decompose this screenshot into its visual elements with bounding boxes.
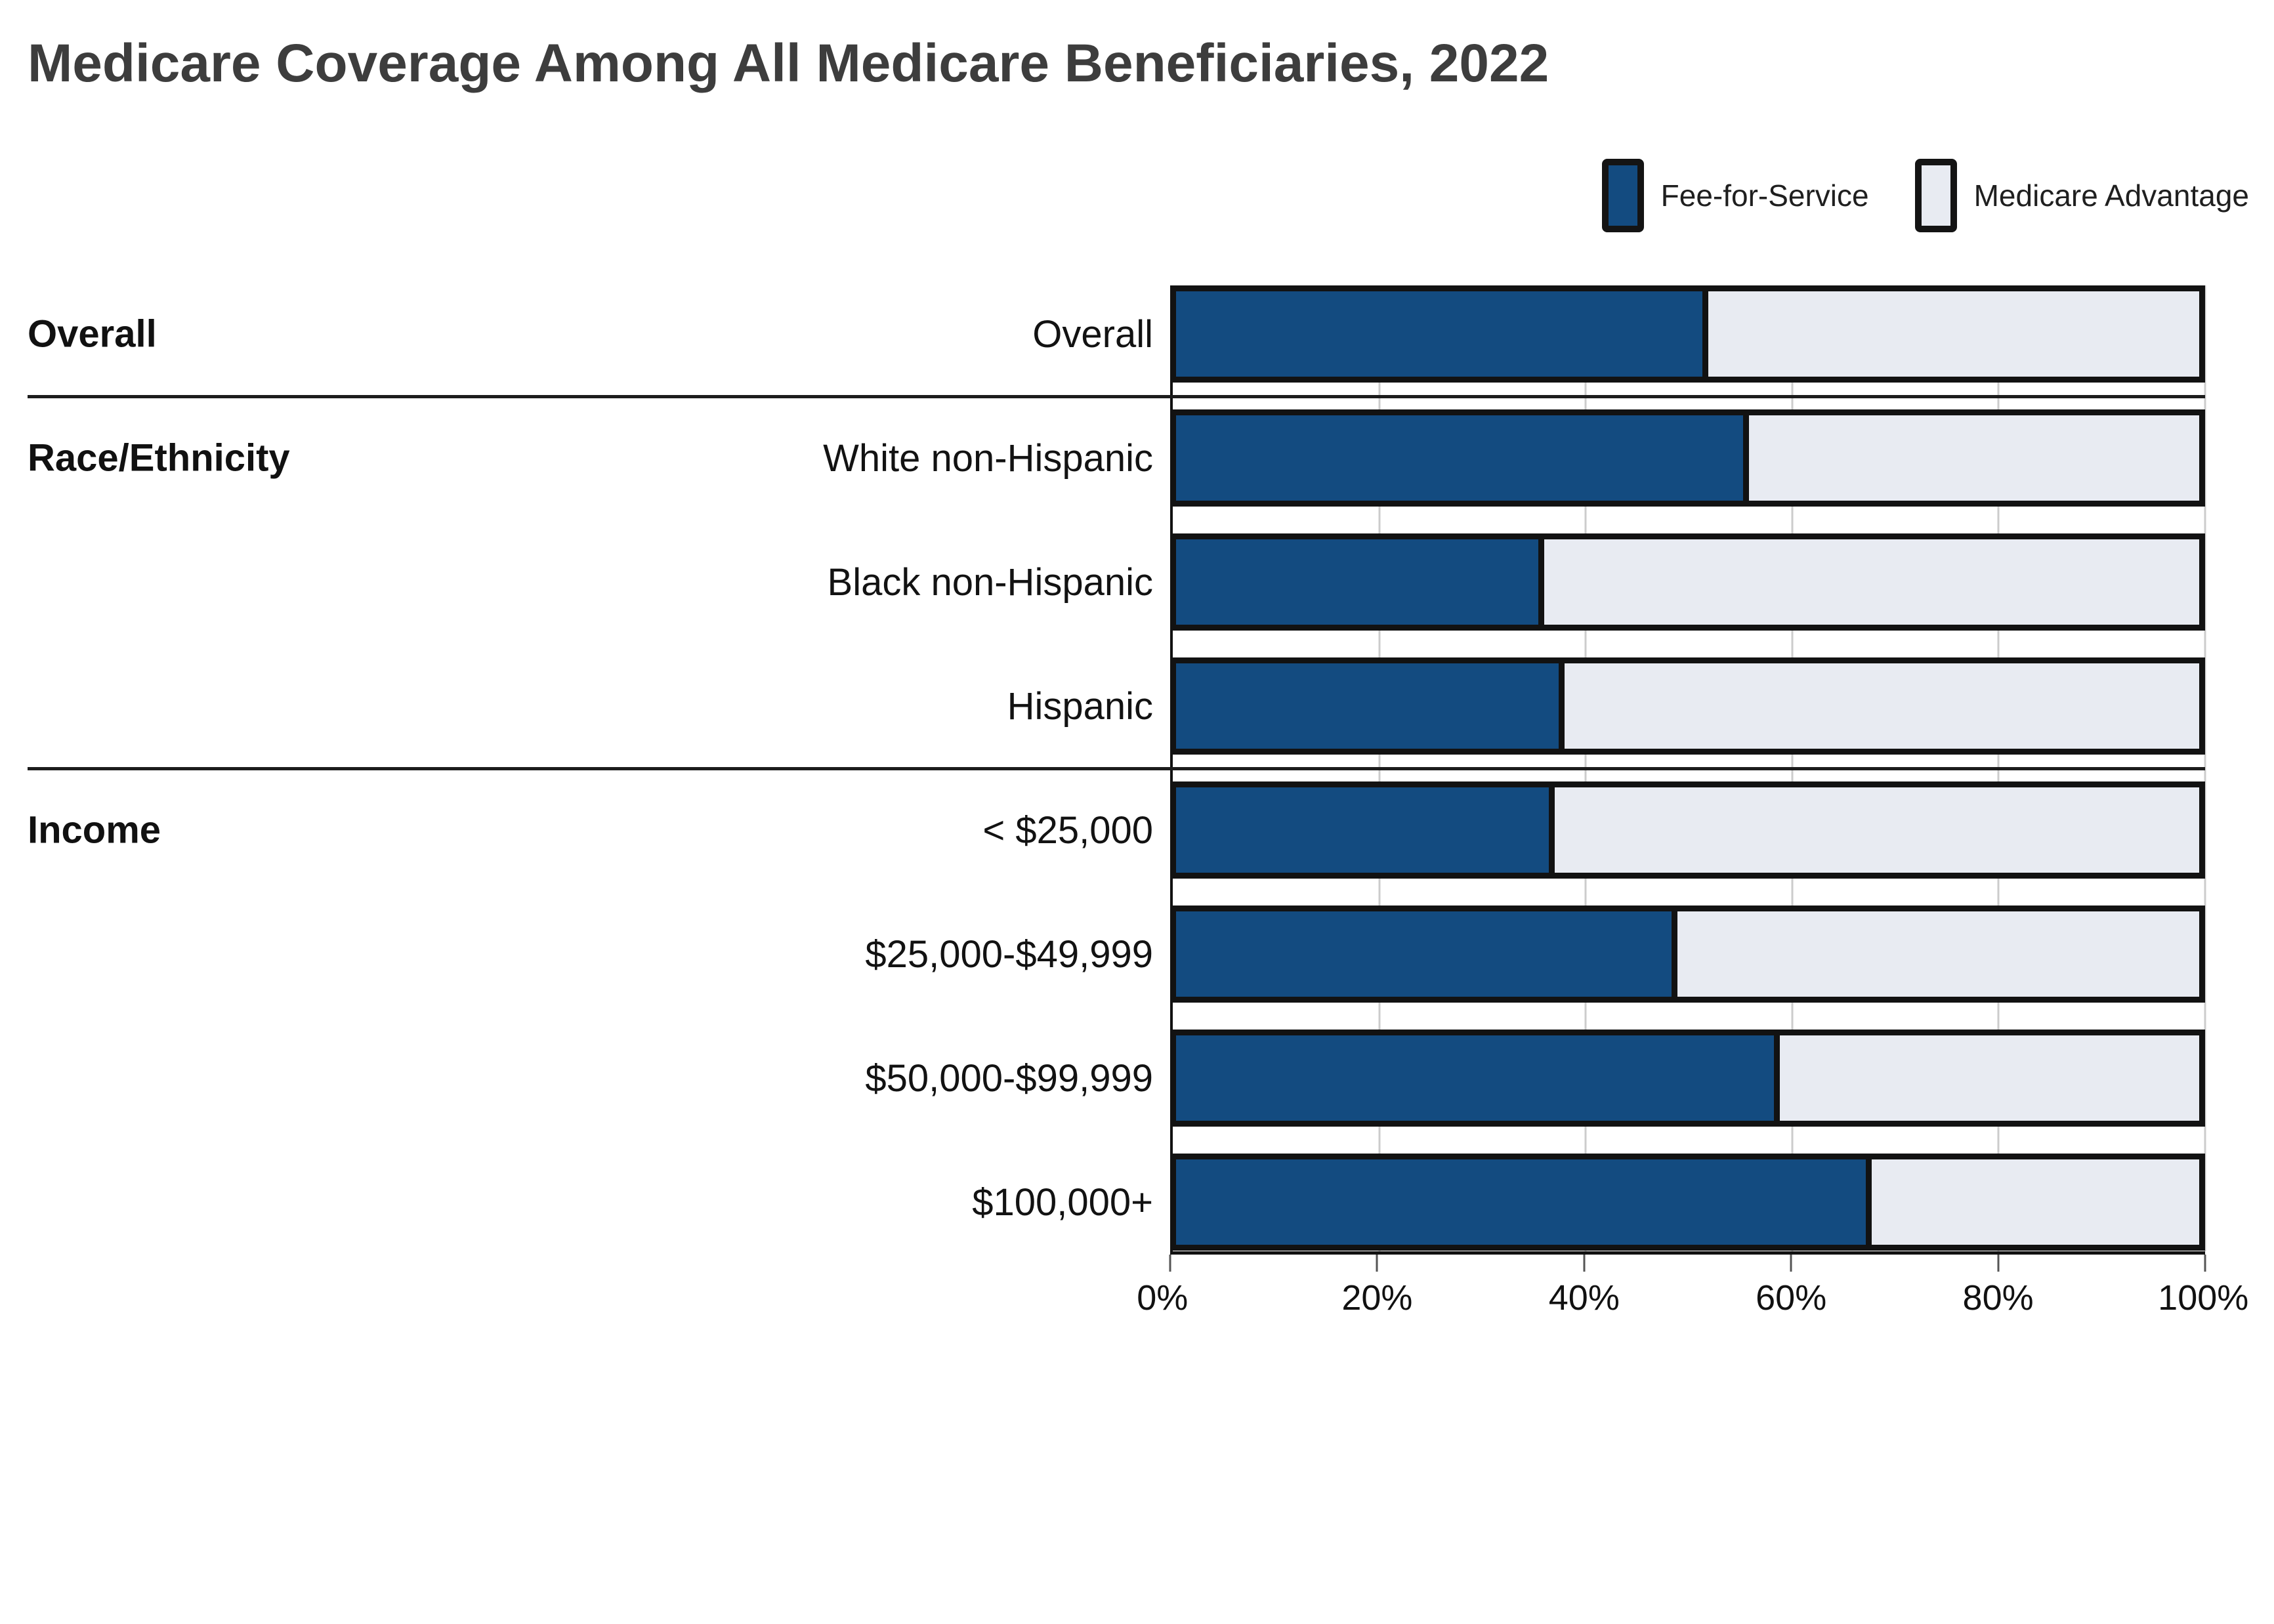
group-divider <box>28 767 2205 770</box>
medicare-advantage-segment <box>1544 539 2199 625</box>
stacked-bar <box>1170 285 2205 383</box>
axis-tick-label: 80% <box>1962 1278 2034 1318</box>
fee-for-service-segment <box>1176 787 1555 873</box>
plot-cell <box>1170 781 2205 879</box>
group-label: Overall <box>28 312 157 356</box>
axis-tick <box>1169 1255 1171 1272</box>
legend-swatch <box>1601 159 1644 232</box>
medicare-advantage-segment <box>1677 911 2199 997</box>
chart-row: White non-Hispanic <box>0 409 2205 533</box>
row-label: < $25,000 <box>982 808 1153 852</box>
legend-swatch <box>1914 159 1957 232</box>
plot-cell <box>1170 409 2205 507</box>
fee-for-service-segment <box>1176 1159 1872 1245</box>
medicare-advantage-segment <box>1565 663 2199 749</box>
x-axis-labels: 0% 20% 40% 60% 80% 100% <box>1137 1278 2248 1323</box>
legend-item: Medicare Advantage <box>1914 159 2249 232</box>
group-label: Income <box>28 808 161 852</box>
fee-for-service-segment <box>1176 911 1677 997</box>
stacked-bar <box>1170 1154 2205 1251</box>
fee-for-service-segment <box>1176 1035 1780 1121</box>
stacked-bar <box>1170 781 2205 879</box>
row-label: Hispanic <box>1007 684 1153 728</box>
medicare-advantage-segment <box>1872 1159 2199 1245</box>
plot-cell <box>1170 533 2205 631</box>
axis-tick <box>2204 1255 2206 1272</box>
row-label: Black non-Hispanic <box>827 560 1153 604</box>
stacked-bar <box>1170 906 2205 1003</box>
plot-cell <box>1170 1030 2205 1127</box>
fee-for-service-segment <box>1176 291 1708 377</box>
chart-title: Medicare Coverage Among All Medicare Ben… <box>28 33 1549 93</box>
row-label: $25,000-$49,999 <box>865 932 1153 976</box>
axis-tick-label: 100% <box>2158 1278 2249 1318</box>
chart-row: < $25,000 <box>0 781 2205 906</box>
stacked-bar-chart: Overall White non-Hispanic Black non-Hispa… <box>0 285 2248 1318</box>
chart-row: $50,000-$99,999 <box>0 1030 2205 1154</box>
axis-tick-label: 40% <box>1548 1278 1620 1318</box>
row-label: $50,000-$99,999 <box>865 1056 1153 1100</box>
plot-cell <box>1170 657 2205 755</box>
legend-label: Medicare Advantage <box>1973 178 2249 213</box>
chart-row: $100,000+ <box>0 1154 2205 1278</box>
stacked-bar <box>1170 1030 2205 1127</box>
axis-tick <box>1583 1255 1586 1272</box>
axis-tick-label: 20% <box>1341 1278 1413 1318</box>
plot-cell <box>1170 285 2205 383</box>
medicare-advantage-segment <box>1708 291 2199 377</box>
axis-tick-label: 60% <box>1756 1278 1827 1318</box>
row-label: Overall <box>1032 312 1153 356</box>
legend-item: Fee-for-Service <box>1601 159 1869 232</box>
plot-cell <box>1170 906 2205 1003</box>
fee-for-service-segment <box>1176 539 1545 625</box>
x-axis-ticks <box>1169 1255 2206 1274</box>
axis-tick <box>1997 1255 2000 1272</box>
legend: Fee-for-Service Medicare Advantage <box>1601 159 2249 232</box>
axis-tick <box>1376 1255 1378 1272</box>
stacked-bar <box>1170 409 2205 507</box>
stacked-bar <box>1170 657 2205 755</box>
medicare-advantage-segment <box>1779 1035 2199 1121</box>
chart-row: $25,000-$49,999 <box>0 906 2205 1030</box>
fee-for-service-segment <box>1176 663 1565 749</box>
row-label: $100,000+ <box>972 1180 1153 1224</box>
axis-tick-label: 0% <box>1137 1278 1189 1318</box>
stacked-bar <box>1170 533 2205 631</box>
chart-row: Black non-Hispanic <box>0 533 2205 657</box>
medicare-advantage-segment <box>1749 415 2199 501</box>
chart-row: Hispanic <box>0 657 2205 781</box>
axis-tick <box>1790 1255 1792 1272</box>
medicare-advantage-segment <box>1554 787 2199 873</box>
bar-rows: Overall White non-Hispanic Black non-Hispa… <box>0 285 2205 1278</box>
plot-cell <box>1170 1154 2205 1251</box>
row-label: White non-Hispanic <box>823 436 1153 480</box>
chart-row: Overall <box>0 285 2205 409</box>
fee-for-service-segment <box>1176 415 1750 501</box>
group-divider <box>28 395 2205 398</box>
group-label: Race/Ethnicity <box>28 436 290 480</box>
gridline <box>2204 285 2206 1251</box>
legend-label: Fee-for-Service <box>1660 178 1869 213</box>
